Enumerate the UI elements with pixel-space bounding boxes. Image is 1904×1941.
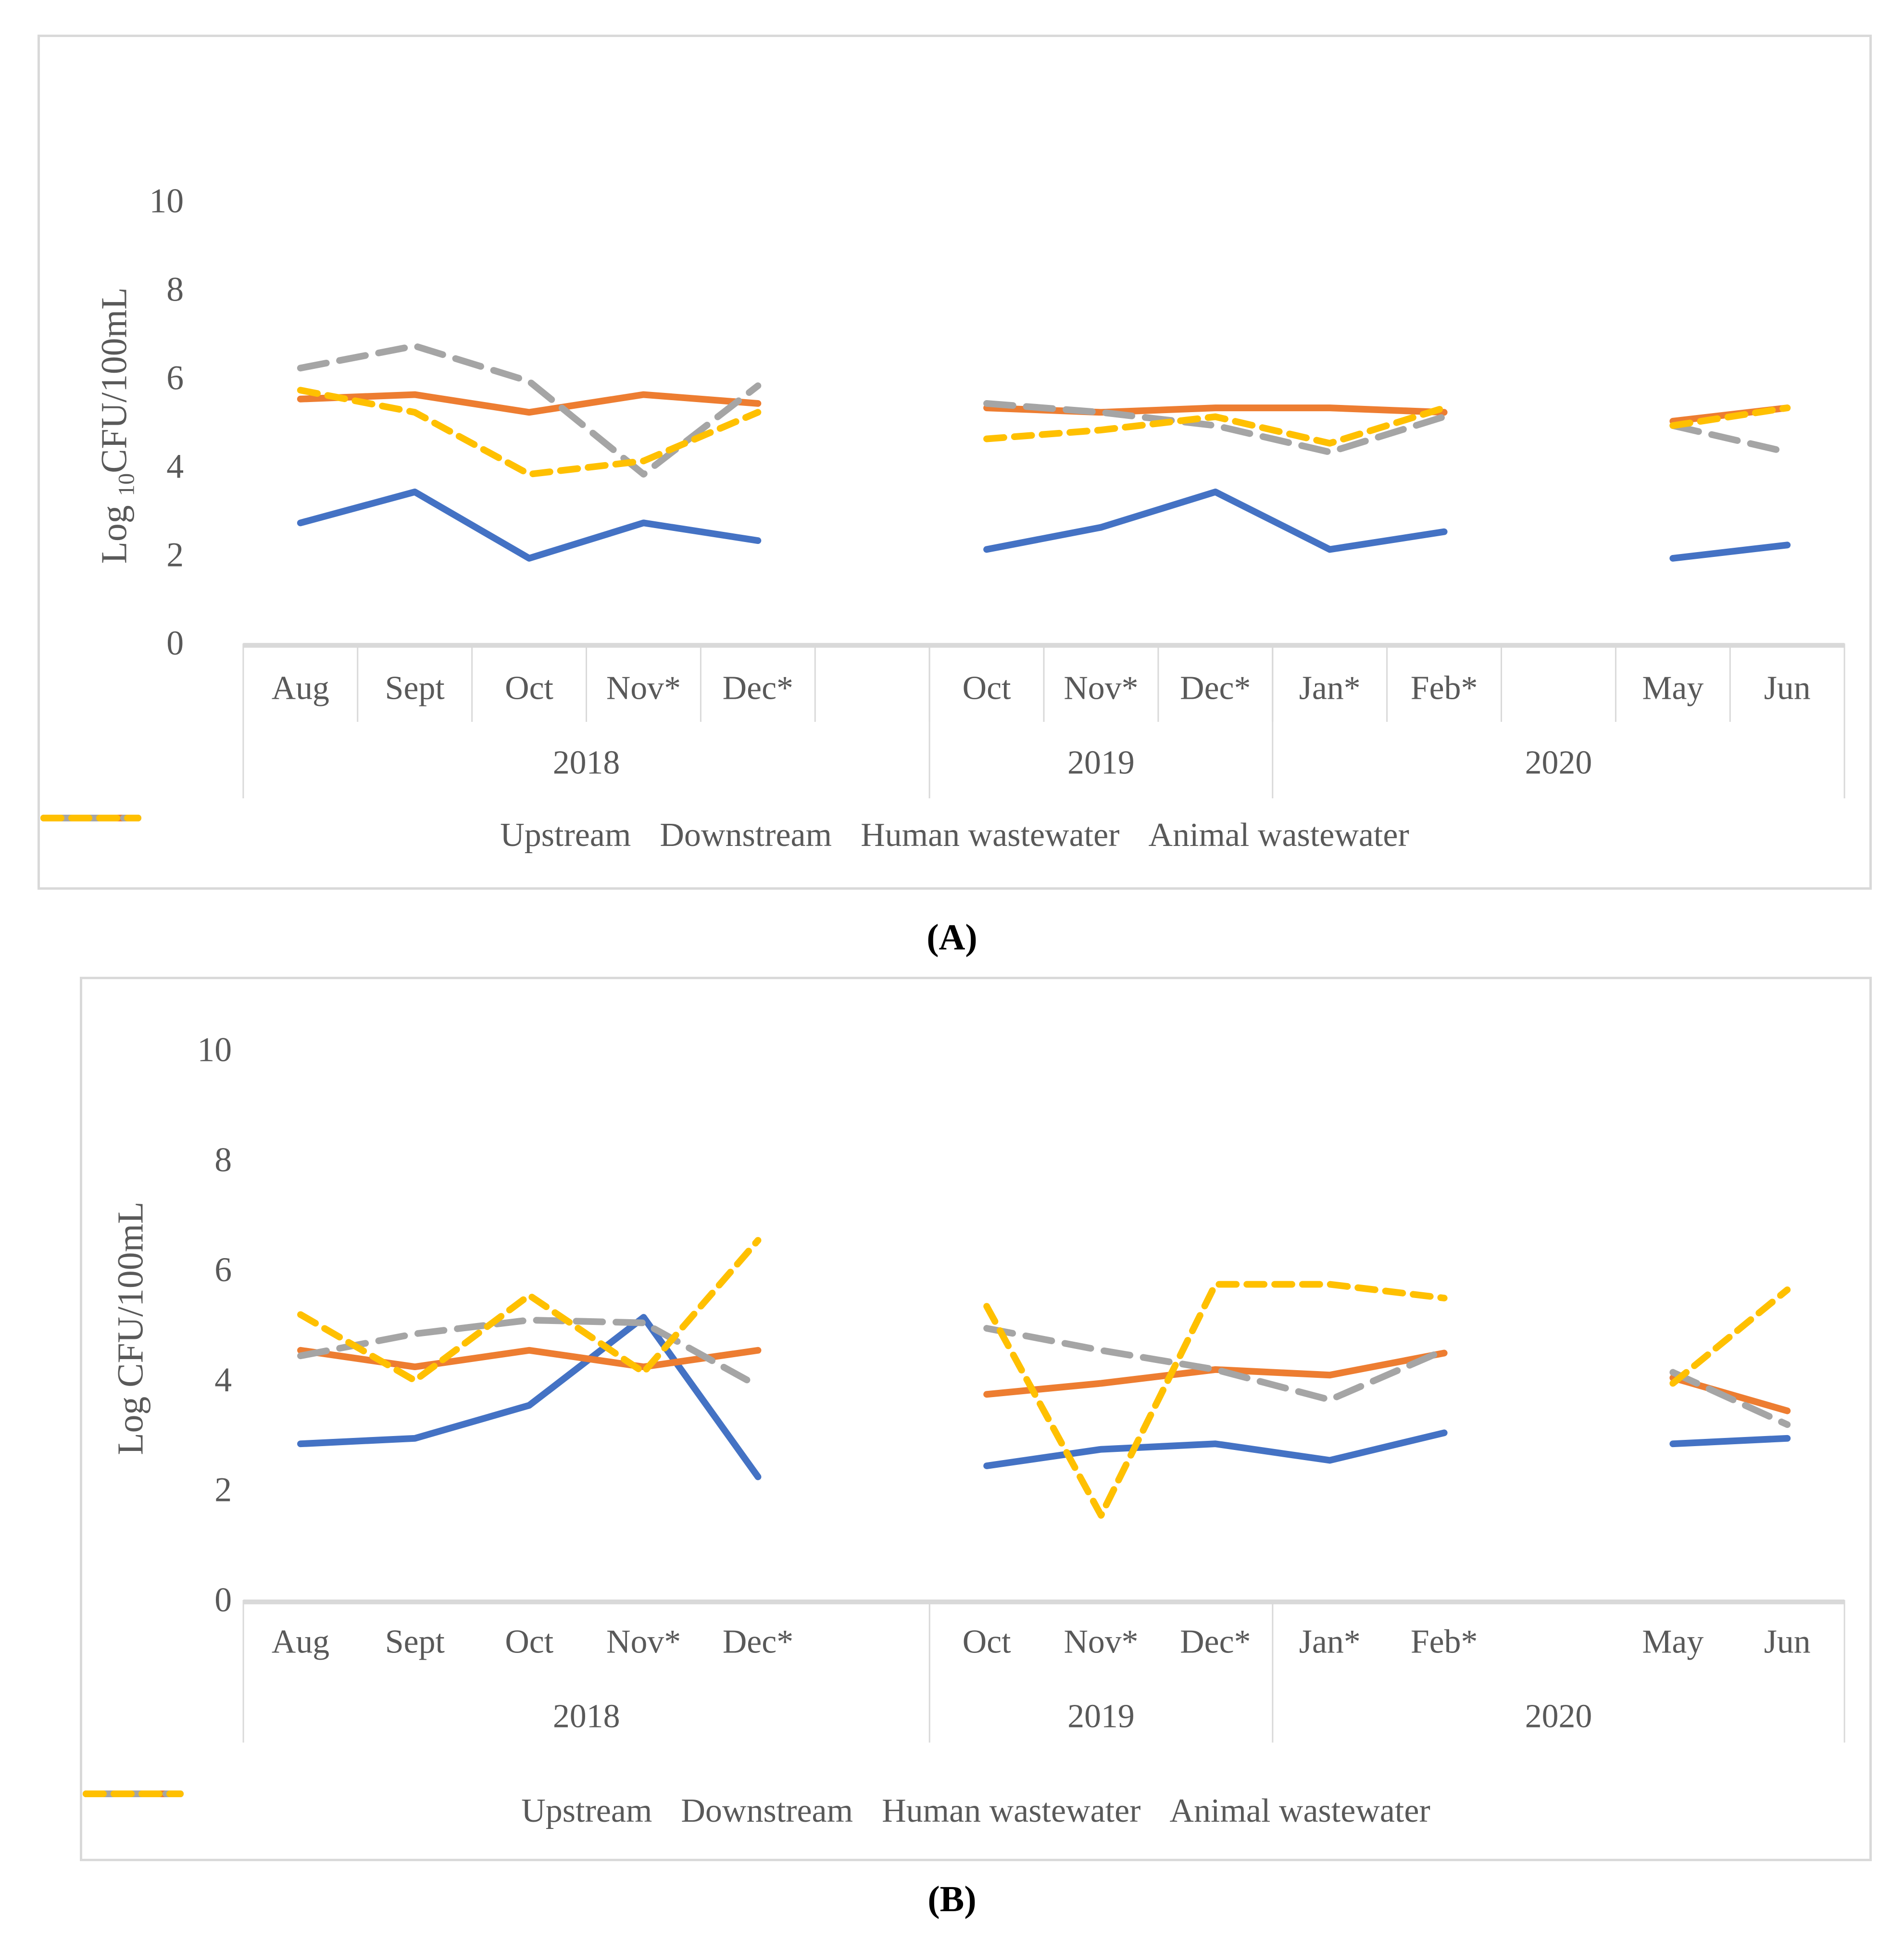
chart-b-canvas: Aug Sept Oct Nov* Dec* Oct Nov* Dec* Jan* Feb* May…: [111, 1031, 1845, 1743]
y-axis-tick-label: 10: [149, 182, 184, 220]
x-axis-month-label: Aug: [272, 1623, 329, 1660]
series-line-downstream: [297, 1347, 762, 1371]
caption-a-text: (A): [927, 917, 977, 958]
x-axis-year-label: 2019: [1067, 1698, 1135, 1735]
legend-label: Upstream: [500, 817, 631, 854]
x-axis-month-label: Jun: [1764, 1623, 1811, 1660]
series-line-upstream: [983, 488, 1448, 553]
legend-swatch: [83, 1790, 184, 1797]
chart-panel-b: Aug Sept Oct Nov* Dec* Oct Nov* Dec* Jan* Feb* May…: [80, 977, 1872, 1861]
series-line-upstream: [1669, 542, 1791, 562]
x-axis-month-label: Sept: [385, 1623, 445, 1660]
x-axis-month-label: Dec*: [1180, 1623, 1251, 1660]
x-axis-line: [243, 1599, 1845, 1604]
x-axis-month-label: Oct: [963, 1623, 1011, 1660]
x-axis-month-label: Feb*: [1411, 669, 1478, 706]
x-axis-year-label: 2020: [1525, 1698, 1592, 1735]
series-line-upstream: [1669, 1435, 1791, 1448]
x-axis-month-label: Dec*: [723, 1623, 793, 1660]
series-line-animal-wastewater: [297, 1237, 762, 1384]
legend-label: Downstream: [681, 1792, 853, 1829]
x-axis-month-label: Nov*: [1064, 1623, 1138, 1660]
chart-panel-a: Aug Sept Oct Nov* Dec* Oct Nov* Dec* Jan* Feb* May…: [38, 35, 1872, 890]
chart-b-legend: Upstream Downstream Human wastewater Animal…: [82, 1790, 1869, 1833]
y-axis-tick-label: 10: [197, 1031, 232, 1069]
series-line-human-wastewater: [297, 1316, 762, 1390]
legend-item-animal-wastewater: Animal wastewater: [83, 1790, 1430, 1830]
series-line-animal-wastewater: [983, 404, 1448, 447]
x-axis-year-label: 2019: [1067, 744, 1135, 781]
y-axis-tick-label: 6: [214, 1250, 232, 1289]
y-axis-tick-label: 2: [166, 535, 184, 574]
series-line-downstream: [297, 391, 762, 416]
x-axis-month-label: Jun: [1764, 669, 1811, 706]
legend-label: Human wastewater: [882, 1792, 1141, 1829]
y-axis-title: Log CFU/100mL: [111, 1202, 151, 1455]
legend-label: Upstream: [521, 1792, 652, 1829]
x-axis-month-label: May: [1642, 1623, 1704, 1660]
caption-b: (B): [0, 1878, 1904, 1920]
x-axis-month-label: Nov*: [1064, 669, 1138, 706]
series-line-human-wastewater: [1669, 422, 1791, 456]
x-axis-year-label: 2020: [1525, 744, 1592, 781]
y-axis-tick-label: 8: [214, 1140, 232, 1179]
series-line-human-wastewater: [297, 342, 762, 478]
y-axis-tick-label: 2: [214, 1471, 232, 1509]
y-axis-tick-label: 4: [214, 1361, 232, 1399]
legend-label: Animal wastewater: [1148, 817, 1409, 854]
legend-swatch: [40, 815, 141, 821]
x-axis-month-label: Jan*: [1299, 1623, 1361, 1660]
series-line-upstream: [297, 1314, 762, 1480]
legend-label: Human wastewater: [861, 817, 1120, 854]
y-axis-tick-label: 0: [166, 624, 184, 662]
x-axis-month-label: Dec*: [1180, 669, 1251, 706]
y-axis-tick-label: 4: [166, 447, 184, 485]
x-axis-month-label: Feb*: [1411, 1623, 1478, 1660]
chart-a-canvas: Aug Sept Oct Nov* Dec* Oct Nov* Dec* Jan* Feb* May…: [94, 182, 1845, 799]
x-axis-month-label: Jan*: [1299, 669, 1361, 706]
x-axis-month-label: Nov*: [606, 1623, 681, 1660]
x-axis-month-label: Dec*: [723, 669, 793, 706]
series-line-upstream: [297, 488, 762, 562]
x-axis-month-label: Oct: [505, 1623, 553, 1660]
x-axis-month-label: Nov*: [606, 669, 681, 706]
y-axis-tick-label: 6: [166, 358, 184, 397]
x-axis-month-label: May: [1642, 669, 1704, 706]
series-line-human-wastewater: [983, 1325, 1448, 1403]
series-line-animal-wastewater: [1669, 1286, 1791, 1387]
series-line-animal-wastewater: [983, 1281, 1448, 1519]
legend-label: Downstream: [660, 817, 832, 854]
series-line-animal-wastewater: [297, 387, 762, 478]
y-axis-title: Log 10CFU/100mL: [94, 288, 139, 564]
x-axis-year-label: 2018: [553, 1698, 620, 1735]
y-axis-tick-label: 8: [166, 270, 184, 309]
legend-item-human-wastewater: Human wastewater: [83, 1790, 1141, 1830]
series-line-upstream: [983, 1429, 1448, 1469]
x-axis-month-label: Aug: [272, 669, 329, 706]
chart-a-legend: Upstream Downstream Human wastewater Animal…: [40, 814, 1869, 857]
x-axis-month-label: Oct: [963, 669, 1011, 706]
series-line-human-wastewater: [983, 400, 1448, 456]
x-axis-month-label: Sept: [385, 669, 445, 706]
series-line-downstream: [983, 1349, 1448, 1398]
series-line-animal-wastewater: [1669, 404, 1791, 429]
x-axis-month-label: Oct: [505, 669, 553, 706]
x-axis-year-label: 2018: [553, 744, 620, 781]
legend-label: Animal wastewater: [1169, 1792, 1430, 1829]
caption-a: (A): [0, 917, 1904, 958]
caption-b-text: (B): [927, 1879, 977, 1919]
y-axis-tick-label: 0: [214, 1580, 232, 1619]
legend-item-animal-wastewater: Animal wastewater: [40, 815, 1409, 855]
series-line-human-wastewater: [1669, 1369, 1791, 1428]
